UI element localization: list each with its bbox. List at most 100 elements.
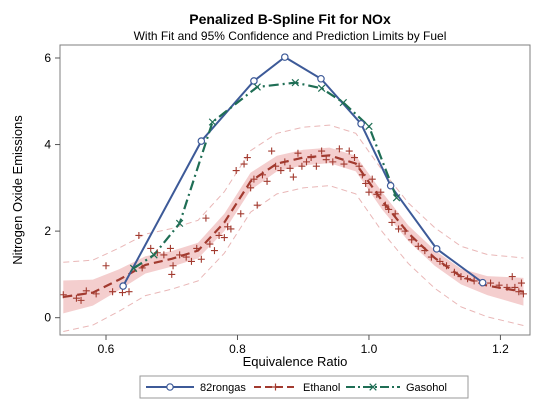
ethanol-point (385, 205, 393, 213)
x-axis-label: Equivalence Ratio (243, 354, 348, 369)
legend-marker-x (369, 383, 377, 391)
ethanol-point (508, 273, 516, 281)
ethanol-point (153, 249, 161, 257)
ethanol-point (329, 158, 337, 166)
ethanol-point (515, 288, 523, 296)
ethanol-point (401, 227, 409, 235)
ethanol-point (388, 218, 396, 226)
ethanol-point (381, 201, 389, 209)
ethanol-point (511, 283, 519, 291)
82rongas-point (478, 278, 487, 287)
82rongas-point (250, 77, 258, 85)
ethanol-point (294, 149, 302, 157)
ethanol-point (202, 214, 210, 222)
ethanol-point (298, 162, 306, 170)
gasohol-point (129, 264, 138, 273)
gasohol-point (175, 219, 184, 228)
ethanol-point (193, 244, 201, 252)
82rongas-point (317, 74, 325, 83)
y-tick-label: 0 (44, 311, 51, 325)
ethanol-point (358, 171, 366, 179)
ethanol-point (220, 234, 228, 242)
ethanol-point (263, 177, 271, 185)
ethanol-point (350, 154, 358, 162)
82rongas-point (119, 282, 127, 290)
chart-subtitle: With Fit and 95% Confidence and Predicti… (134, 29, 447, 43)
ethanol-point (232, 167, 240, 175)
ethanol-point (272, 162, 280, 170)
gasohol-point (365, 122, 373, 131)
ethanol-point (286, 164, 294, 172)
x-tick-label: 1.0 (361, 342, 378, 356)
ethanol-point (281, 158, 289, 166)
ethanol-point (503, 283, 511, 291)
ethanol-point (318, 147, 326, 155)
ethanol-point (125, 288, 133, 296)
82rongas-point (197, 137, 206, 145)
ethanol-point (395, 225, 403, 233)
ethanol-point (355, 162, 363, 170)
gasohol-point (150, 251, 158, 259)
ethanol-point (197, 255, 205, 263)
ethanol-point (92, 290, 100, 298)
ethanol-point (335, 145, 343, 153)
ethanol-point (495, 281, 503, 289)
ethanol-point (517, 279, 525, 287)
ethanol-point (206, 240, 214, 248)
ethanol-point (391, 210, 399, 218)
gasohol-point (392, 194, 401, 202)
ethanol-point (138, 264, 146, 272)
ethanol-point (519, 290, 527, 298)
x-tick-label: 1.2 (492, 342, 509, 356)
ethanol-point (421, 247, 429, 255)
gasohol-line (133, 81, 398, 270)
ethanol-point (102, 262, 110, 270)
ethanol-point (377, 188, 385, 196)
ethanol-point (182, 253, 190, 261)
ethanol-upper-prediction-limit (63, 124, 524, 263)
plot-area (59, 53, 527, 333)
ethanol-fit-line (63, 154, 524, 298)
ethanol-point (135, 231, 143, 239)
y-tick-label: 6 (44, 51, 51, 65)
ethanol-point (247, 184, 255, 192)
ethanol-point (118, 289, 126, 297)
ethanol-point (362, 180, 370, 188)
legend-label: 82rongas (200, 382, 246, 394)
gasohol-point (208, 118, 217, 126)
ethanol-point (457, 273, 465, 281)
ethanol-point (166, 244, 174, 252)
ethanol-point (169, 262, 177, 270)
y-tick-label: 2 (44, 224, 51, 238)
ethanol-point (443, 262, 451, 270)
ethanol-point (147, 244, 155, 252)
ethanol-point (427, 253, 435, 261)
ethanol-point (210, 247, 218, 255)
ethanol-point (414, 242, 422, 250)
x-tick-label: 0.8 (229, 342, 246, 356)
x-axis: 0.6 0.8 1.0 1.2 (98, 335, 509, 356)
marker-layer (59, 53, 527, 304)
ethanol-point (470, 277, 478, 285)
ethanol-confidence-band (63, 147, 524, 314)
ethanol-point (312, 162, 320, 170)
ethanol-point (253, 201, 261, 209)
ethanol-point (450, 268, 458, 276)
chart-title: Penalized B-Spline Fit for NOx (189, 11, 391, 27)
ethanol-point (408, 236, 416, 244)
ethanol-confidence-band-layer (63, 147, 524, 314)
ethanol-point (168, 270, 176, 278)
ethanol-point (277, 167, 285, 175)
plot-frame (59, 44, 531, 336)
ethanol-point (109, 288, 117, 296)
legend-box (139, 375, 469, 399)
ethanol-point (345, 147, 353, 155)
ethanol-point (368, 175, 376, 183)
ethanol-point (59, 291, 67, 299)
legend: 82rongas Ethanol Gasohol (146, 382, 447, 394)
ethanol-point (77, 296, 85, 304)
ethanol-point (72, 294, 80, 302)
82rongas-point (281, 53, 289, 61)
ethanol-lower-prediction-limit (63, 185, 524, 333)
